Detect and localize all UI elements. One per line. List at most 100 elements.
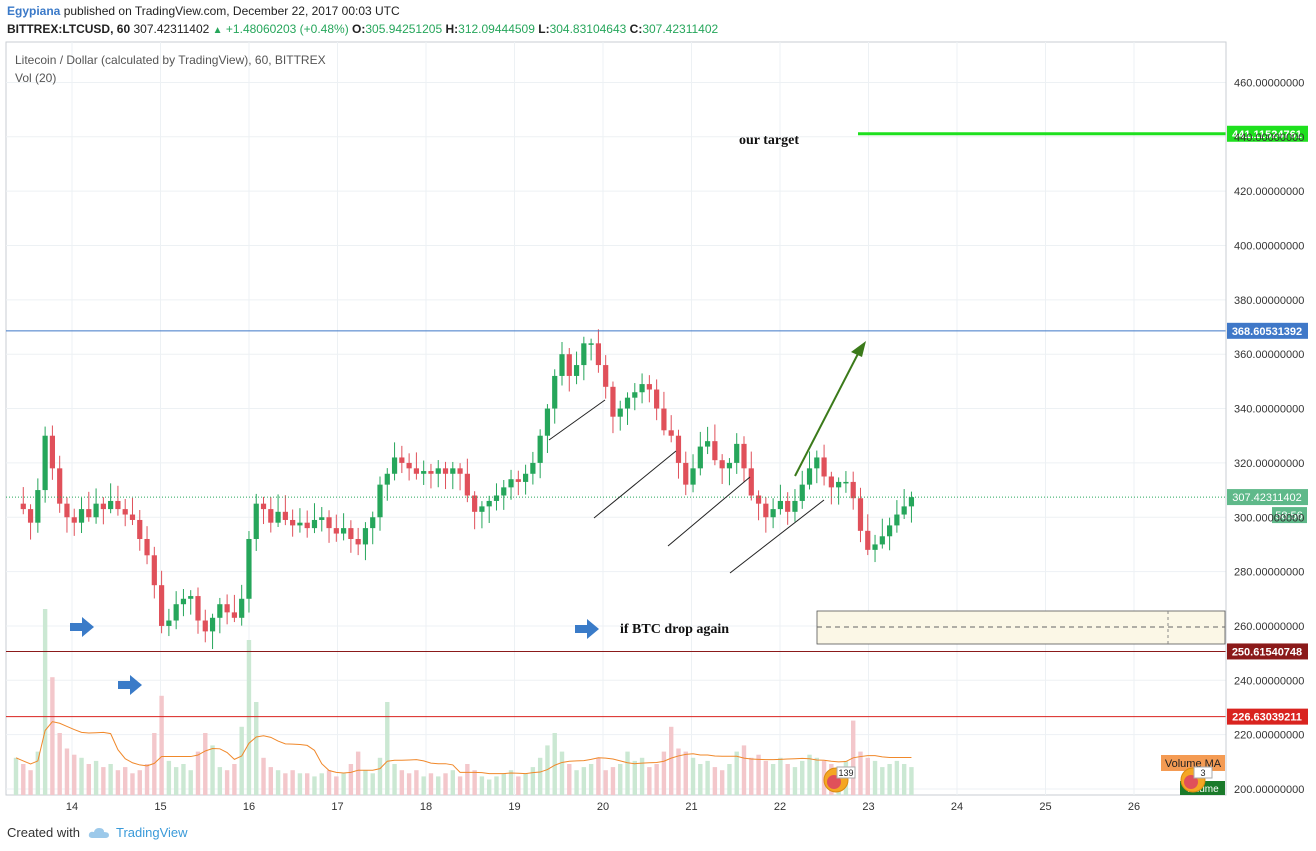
candle-body	[428, 471, 434, 474]
candle-body	[144, 538, 150, 556]
volume-bar	[57, 733, 62, 795]
volume-bar	[239, 726, 244, 795]
candle-body	[311, 519, 318, 529]
candle-body	[319, 517, 325, 520]
candle-body	[129, 514, 136, 520]
candle-body	[588, 343, 594, 345]
target-price-tag	[1227, 125, 1308, 142]
volume-bar	[275, 770, 281, 795]
candle-body	[661, 408, 667, 431]
candle-body	[450, 468, 456, 474]
candle-body	[712, 441, 718, 461]
candle-body	[377, 484, 383, 518]
volume-bar	[50, 677, 55, 795]
series-title: Litecoin / Dollar (calculated by Trading…	[15, 53, 326, 67]
candle-body	[384, 473, 390, 485]
candle-body	[93, 503, 99, 518]
volume-bar	[654, 764, 659, 795]
volume-bar	[203, 733, 208, 795]
volume-bar	[734, 751, 739, 795]
candle-body	[901, 506, 907, 515]
volume-bar	[669, 726, 674, 795]
tradingview-brand: TradingView	[115, 825, 188, 840]
y-tick-label: 400.00000000	[1234, 241, 1304, 253]
candle-body	[843, 481, 849, 484]
volume-bar	[363, 770, 368, 795]
volume-bar	[261, 757, 266, 795]
candle-body	[654, 389, 660, 409]
candle-body	[537, 435, 543, 463]
candle-body	[581, 343, 587, 366]
volume-bar	[21, 764, 26, 795]
volume-bar	[537, 757, 543, 795]
event-count-label: 139	[838, 768, 853, 778]
candle-body	[610, 386, 616, 417]
volume-bar	[392, 764, 397, 795]
volume-bar	[763, 760, 769, 795]
trend-line	[729, 499, 825, 574]
tradingview-logo[interactable]: TradingView	[88, 825, 188, 840]
volume-bar	[858, 751, 863, 795]
candle-body	[435, 468, 441, 474]
volume-bar	[792, 767, 798, 795]
price-change: +1.48060203 (+0.48%)	[225, 22, 349, 36]
volume-bar	[567, 764, 572, 795]
volume-bar	[814, 757, 819, 795]
y-tick-label: 340.00000000	[1234, 404, 1304, 416]
x-tick-label: 18	[420, 801, 432, 813]
volume-bar	[880, 767, 885, 795]
candle-body	[173, 604, 179, 621]
volume-bar	[283, 773, 288, 795]
volume-bar	[341, 773, 346, 795]
y-tick-label: 440.00000000	[1234, 132, 1304, 144]
volume-bar	[581, 767, 587, 795]
resistance-price-label: 368.60531392	[1232, 326, 1302, 338]
y-tick-label: 240.00000000	[1234, 675, 1304, 687]
candle-body	[879, 536, 885, 545]
candle-body	[159, 585, 165, 626]
volume-ma-line	[15, 721, 912, 775]
x-tick-label: 15	[154, 801, 166, 813]
volume-bar	[224, 770, 230, 795]
volume-bar	[385, 702, 390, 795]
candle-body	[639, 384, 645, 393]
candle-body	[78, 509, 85, 523]
volume-bar	[79, 757, 84, 795]
candle-body	[770, 509, 776, 518]
candle-body	[391, 457, 398, 474]
volume-bar	[173, 767, 179, 795]
countdown-tag	[1272, 507, 1307, 524]
symbol-label: BITTREX:LTCUSD, 60	[7, 22, 131, 36]
author-link[interactable]: Egypiana	[7, 4, 61, 18]
volume-bar	[516, 776, 521, 795]
candle-body	[457, 468, 463, 474]
volume-bar	[465, 764, 470, 795]
candle-body	[355, 538, 361, 545]
volume-bar	[93, 760, 99, 795]
candle-body	[894, 514, 900, 526]
ohlc-line: BITTREX:LTCUSD, 60 307.42311402 ▲ +1.480…	[7, 22, 718, 36]
volume-bar	[355, 751, 361, 795]
candle-body	[646, 384, 652, 390]
volume-bar	[872, 760, 878, 795]
volume-bar	[661, 751, 667, 795]
candle-body	[857, 498, 864, 531]
candle-body	[734, 443, 740, 463]
candle-body	[442, 468, 449, 474]
candle-body	[326, 517, 332, 529]
open-label: O:	[352, 22, 366, 36]
candle-body	[304, 522, 310, 529]
candle-body	[887, 525, 893, 537]
candle-body	[799, 484, 805, 501]
volume-bar	[421, 776, 426, 795]
candle-body	[362, 528, 369, 545]
volume-bar	[319, 773, 324, 795]
x-tick-label: 20	[597, 801, 609, 813]
candle-body	[668, 430, 674, 436]
candle-body	[35, 490, 41, 523]
candle-body	[64, 503, 70, 518]
trend-line	[548, 399, 606, 441]
candle-body	[748, 468, 754, 496]
volume-bar	[64, 748, 70, 795]
